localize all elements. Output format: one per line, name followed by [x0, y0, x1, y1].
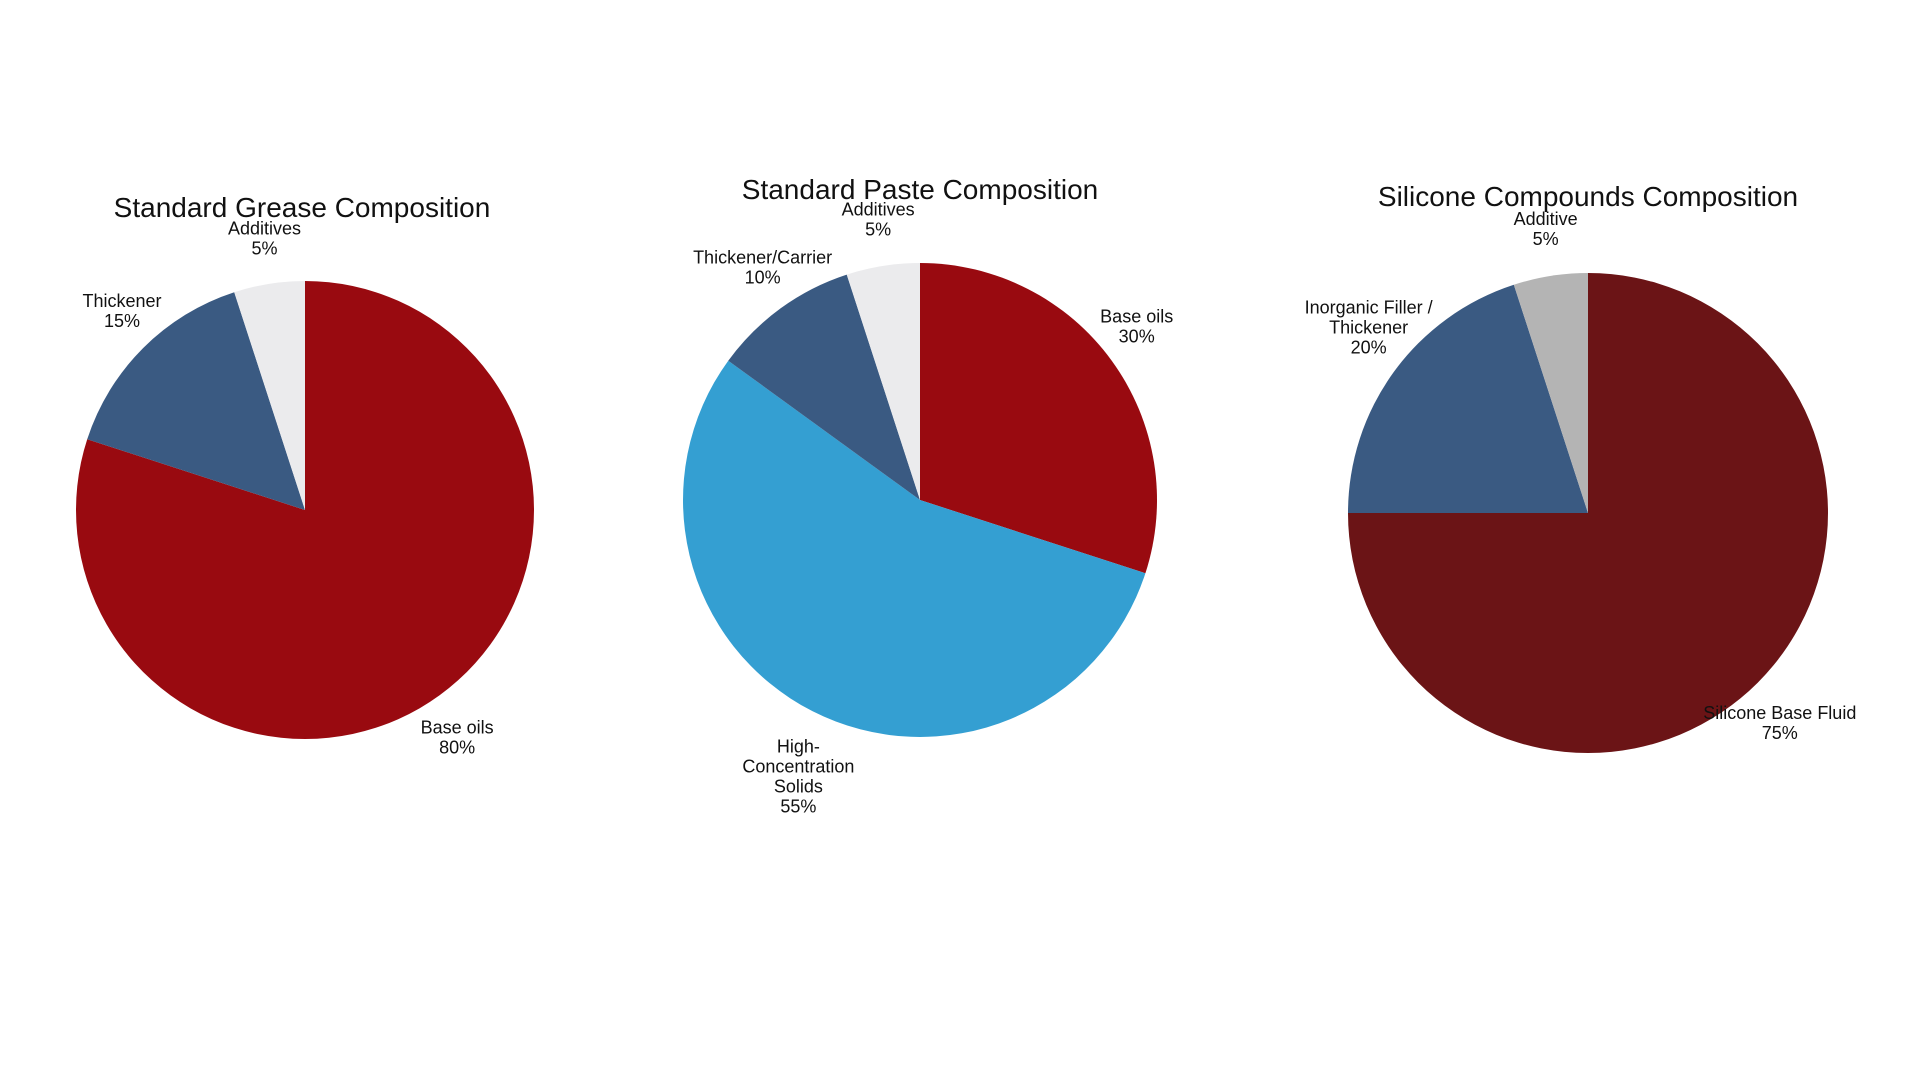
slice-name-label: Concentration: [742, 757, 854, 777]
grease-slice-additives: [234, 281, 305, 510]
silicone-slice-additive: [1513, 273, 1588, 513]
silicone-labels: Silicone Base Fluid 75% Inorganic Filler /…: [1305, 209, 1857, 743]
silicone-label-silicone-base-fluid: Silicone Base Fluid 75%: [1703, 703, 1856, 743]
grease-label-thickener: Thickener 15%: [82, 291, 161, 331]
paste-label-thickener-carrier: Thickener/Carrier 10%: [693, 247, 832, 287]
paste-label-additives: Additives 5%: [842, 200, 915, 240]
slice-percent-label: 55%: [780, 797, 816, 817]
slice-percent-label: 5%: [865, 220, 891, 240]
silicone-slice-inorganic-filler-thickener: [1348, 284, 1588, 513]
slice-name-label: Thickener: [82, 291, 161, 311]
slice-name-label: Base oils: [1100, 307, 1173, 327]
slice-name-label: Thickener/Carrier: [693, 247, 832, 267]
paste-slice-thickener-carrier: [728, 274, 920, 500]
paste-label-base-oils: Base oils 30%: [1100, 307, 1173, 347]
slice-name-label: High-: [777, 737, 820, 757]
slice-percent-label: 5%: [251, 238, 277, 258]
paste-slice-additives: [846, 263, 920, 500]
slice-name-label: Base oils: [421, 717, 494, 737]
slice-name-label: Inorganic Filler /: [1305, 298, 1433, 318]
paste-slices: [683, 263, 1158, 737]
paste-label-high-concentration-solids: High-Concentration Solids 55%: [742, 737, 854, 817]
slice-name-label: Thickener: [1329, 318, 1408, 338]
grease-slice-base-oils: [76, 281, 535, 739]
grease-pie-chart: Standard Grease Composition Base oils 80%…: [76, 192, 535, 757]
paste-slice-high-concentration-solids: [683, 360, 1146, 737]
slice-name-label: Solids: [774, 777, 823, 797]
silicone-chart-title: Silicone Compounds Composition: [1378, 181, 1798, 212]
slice-name-label: Additives: [842, 200, 915, 220]
grease-labels: Base oils 80% Thickener 15% Additives 5%: [82, 218, 493, 757]
slice-percent-label: 75%: [1762, 723, 1798, 743]
grease-slice-thickener: [87, 292, 306, 510]
silicone-pie-chart: Silicone Compounds Composition Silicone …: [1305, 181, 1857, 753]
paste-chart-title: Standard Paste Composition: [742, 174, 1098, 205]
grease-slices: [76, 281, 535, 739]
slice-percent-label: 30%: [1119, 327, 1155, 347]
slice-percent-label: 10%: [745, 267, 781, 287]
grease-label-additives: Additives 5%: [228, 218, 301, 258]
grease-chart-title: Standard Grease Composition: [114, 192, 491, 223]
silicone-label-additive: Additive 5%: [1514, 209, 1578, 249]
silicone-label-inorganic-filler-thickener: Inorganic Filler / Thickener 20%: [1305, 298, 1433, 358]
slice-percent-label: 20%: [1351, 338, 1387, 358]
paste-slice-base-oils: [920, 263, 1158, 574]
slice-name-label: Additives: [228, 218, 301, 238]
silicone-slices: [1348, 273, 1828, 753]
slice-percent-label: 15%: [104, 311, 140, 331]
slice-name-label: Silicone Base Fluid: [1703, 703, 1856, 723]
slice-percent-label: 5%: [1533, 229, 1559, 249]
paste-pie-chart: Standard Paste Composition Base oils 30% H…: [683, 174, 1173, 817]
slice-percent-label: 80%: [439, 737, 475, 757]
paste-labels: Base oils 30% High-Concentration Solids 55% T…: [693, 200, 1173, 817]
slice-name-label: Additive: [1514, 209, 1578, 229]
grease-label-base-oils: Base oils 80%: [421, 717, 494, 757]
